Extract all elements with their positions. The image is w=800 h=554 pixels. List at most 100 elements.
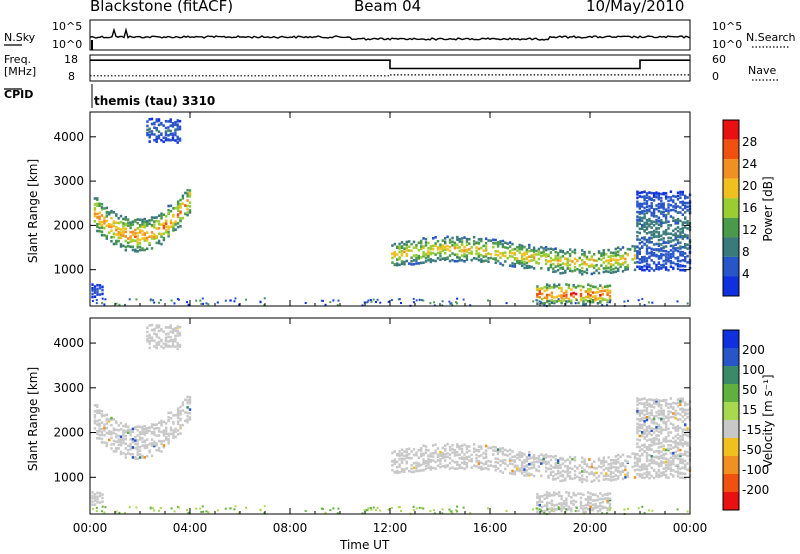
velocity-cell	[155, 326, 158, 329]
power-cell	[584, 295, 587, 299]
power-cell	[608, 294, 612, 298]
velocity-cell	[617, 475, 620, 478]
velocity-cell	[164, 332, 168, 336]
power-cell	[681, 245, 684, 249]
velocity-cell	[619, 473, 622, 476]
power-cell	[143, 225, 146, 229]
velocity-cell	[679, 397, 682, 401]
velocity-cell	[594, 502, 597, 506]
velocity-cell	[672, 401, 675, 405]
velocity-cell	[505, 510, 508, 513]
power-cell	[484, 237, 488, 240]
power-cell	[576, 258, 579, 262]
power-cell	[657, 254, 661, 258]
velocity-cell	[672, 415, 675, 419]
velocity-cell	[681, 442, 684, 445]
power-cell	[549, 260, 553, 263]
velocity-cell	[170, 507, 173, 510]
velocity-cell	[115, 447, 118, 450]
velocity-cell	[179, 417, 182, 421]
velocity-cell	[657, 409, 661, 413]
power-cell	[545, 288, 549, 292]
power-cell	[669, 240, 673, 243]
power-cell	[143, 239, 146, 242]
power-cell	[553, 296, 556, 299]
velocity-cell	[643, 430, 646, 434]
velocity-cell	[655, 455, 658, 459]
power-cell	[155, 135, 158, 139]
power-cell	[605, 264, 608, 268]
power-cell	[667, 206, 670, 209]
velocity-cell	[660, 432, 663, 435]
velocity-cell	[157, 421, 161, 424]
power-cell	[427, 247, 430, 250]
power-cell	[583, 262, 586, 266]
velocity-cell	[165, 429, 168, 433]
power-cell	[645, 262, 649, 266]
velocity-cell	[602, 456, 605, 460]
power-cell	[448, 245, 452, 249]
power-cell	[667, 256, 670, 259]
power-cell	[458, 256, 461, 260]
power-cell	[475, 252, 478, 256]
velocity-cell	[91, 497, 94, 500]
power-cell	[460, 248, 464, 252]
power-cell	[572, 284, 575, 287]
velocity-cell	[201, 505, 204, 508]
power-cell	[162, 222, 166, 225]
power-cell	[676, 246, 680, 250]
power-cell	[587, 287, 590, 291]
power-cell	[141, 233, 144, 236]
velocity-cell	[662, 411, 665, 415]
velocity-cell	[597, 479, 601, 482]
power-cell	[564, 257, 567, 260]
power-cell	[626, 266, 629, 269]
velocity-cell	[171, 328, 175, 331]
power-cell	[174, 121, 177, 124]
power-cell	[565, 291, 568, 294]
power-cell	[570, 299, 573, 303]
velocity-cell	[571, 457, 574, 461]
power-cell	[179, 217, 182, 220]
power-cell	[157, 222, 161, 226]
power-cell	[110, 216, 113, 220]
velocity-cell	[98, 422, 101, 426]
velocity-cell	[608, 497, 612, 501]
power-cell	[136, 218, 139, 221]
power-cell	[138, 238, 142, 242]
power-cell	[451, 244, 454, 247]
velocity-cell	[367, 507, 370, 510]
velocity-cell	[579, 503, 583, 507]
velocity-cell	[574, 510, 577, 513]
power-cell	[422, 245, 425, 248]
velocity-cell	[582, 510, 585, 514]
velocity-cell	[188, 396, 192, 399]
power-cell	[104, 298, 107, 301]
power-cell	[664, 250, 668, 253]
velocity-cell	[585, 463, 589, 466]
velocity-cell	[480, 454, 483, 457]
velocity-cell	[176, 407, 180, 410]
velocity-cell	[576, 475, 579, 479]
velocity-cell	[460, 450, 464, 453]
velocity-cell	[508, 457, 512, 461]
power-cell	[453, 253, 457, 256]
power-colorbar-tick: 24	[742, 157, 757, 171]
power-cell	[157, 118, 161, 121]
power-cell	[579, 298, 583, 302]
velocity-cell	[681, 400, 684, 403]
velocity-cell	[146, 427, 149, 430]
power-cell	[657, 231, 661, 234]
power-cell	[465, 240, 469, 243]
power-cell	[169, 124, 172, 127]
power-cell	[157, 130, 161, 133]
power-cell	[504, 241, 507, 244]
velocity-cell	[556, 470, 560, 473]
velocity-cell	[169, 411, 173, 415]
velocity-cell	[508, 459, 512, 462]
power-cell	[672, 252, 675, 256]
velocity-cell	[436, 455, 440, 458]
power-cell	[484, 255, 488, 258]
velocity-cell	[552, 470, 555, 474]
velocity-cell	[160, 442, 163, 446]
